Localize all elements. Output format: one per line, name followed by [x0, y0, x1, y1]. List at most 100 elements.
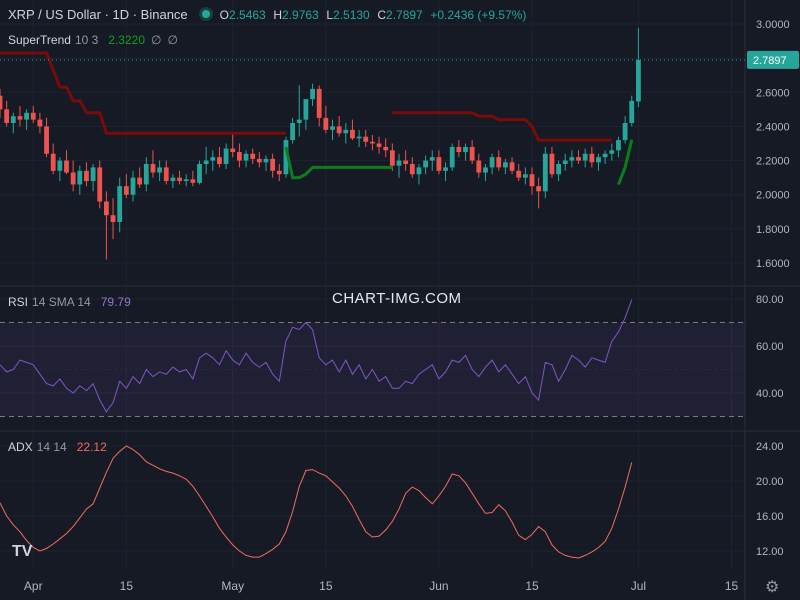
supertrend-down-line [392, 111, 612, 142]
open-label: O [219, 8, 230, 22]
candle-body [223, 148, 229, 164]
candle-body [183, 179, 189, 182]
candle-body [4, 109, 10, 124]
price-tick-label: 2.2000 [756, 156, 790, 168]
candle-body [370, 141, 375, 144]
price-tick-label: 1.6000 [756, 258, 790, 270]
market-status-icon [201, 10, 210, 18]
candle-body [423, 160, 428, 168]
candle-body [556, 163, 561, 175]
candle-body [37, 119, 43, 127]
candle-body [283, 140, 289, 175]
candle-body [316, 88, 322, 118]
candle-body [270, 158, 276, 171]
candle-body [469, 146, 475, 161]
candle-body [636, 59, 641, 102]
adx-legend[interactable]: ADX 14 14 22.12 [8, 440, 107, 454]
candle-body [449, 146, 455, 168]
candle-body [117, 186, 123, 223]
candle-body [310, 88, 315, 100]
candle-body [443, 167, 448, 171]
candle-body [363, 136, 369, 142]
rsi-name: RSI [8, 295, 29, 309]
candle-body [602, 153, 608, 158]
gear-icon[interactable]: ⚙ [765, 579, 780, 596]
candle-body [17, 116, 23, 120]
candle-body [376, 143, 382, 147]
candle-body [503, 162, 508, 168]
candle-body [562, 160, 568, 164]
candle-body [70, 172, 76, 185]
candle-body [203, 160, 209, 164]
candle-body [190, 179, 196, 183]
candle-body [177, 177, 182, 182]
candle-body [476, 160, 482, 173]
supertrend-name: SuperTrend [8, 33, 71, 47]
candle-body [576, 157, 581, 161]
rsi-params: 14 SMA 14 [32, 295, 91, 309]
x-tick-label: Jun [429, 579, 448, 593]
candle-body [383, 146, 389, 151]
candle-body [170, 177, 176, 182]
candle-body [529, 174, 535, 187]
price-tick-label: 2.4000 [756, 121, 790, 133]
supertrend-params: 10 3 [74, 33, 99, 47]
low-label: L [326, 8, 334, 22]
candle-body [44, 126, 49, 154]
candle-body [143, 163, 149, 185]
price-tick-label: 2.0000 [756, 190, 790, 202]
candle-body [542, 153, 548, 192]
candles-layer [0, 28, 641, 260]
candle-body [57, 160, 63, 171]
supertrend-up-line [284, 146, 393, 180]
candle-body [210, 157, 216, 161]
candle-body [123, 186, 129, 195]
candle-body [389, 150, 395, 166]
candle-body [110, 215, 116, 223]
rsi-tick-label: 60.00 [756, 341, 784, 353]
candle-body [622, 123, 628, 141]
adx-tick-label: 24.00 [756, 441, 784, 453]
adx-tick-label: 20.00 [756, 476, 784, 488]
symbol-title[interactable]: XRP / US Dollar · 1D · Binance [8, 7, 188, 22]
candle-body [130, 177, 136, 195]
x-tick-label: 15 [725, 579, 739, 593]
candle-body [509, 162, 515, 171]
adx-name: ADX [8, 440, 33, 454]
candle-body [403, 160, 409, 164]
price-tick-label: 2.6000 [756, 87, 790, 99]
candle-body [150, 163, 156, 173]
candle-body [10, 116, 16, 124]
x-tick-label: May [221, 579, 244, 593]
candle-body [77, 170, 83, 185]
x-tick-label: 15 [525, 579, 539, 593]
rsi-tick-label: 80.00 [756, 294, 784, 306]
x-tick-label: 15 [120, 579, 134, 593]
tradingview-logo-icon[interactable]: TV [12, 543, 33, 560]
candle-body [416, 167, 422, 175]
adx-tick-label: 12.00 [756, 546, 784, 558]
candle-body [50, 153, 56, 171]
close-label: C [377, 8, 387, 22]
open-value: 2.5463 [229, 8, 266, 22]
candle-body [64, 160, 69, 173]
candle-body [596, 157, 601, 163]
candle-body [163, 167, 169, 182]
candle-body [609, 150, 615, 154]
supertrend-empty-1: ∅ [151, 33, 162, 47]
last-price-badge [747, 50, 799, 69]
candle-body [616, 140, 621, 151]
candle-body [569, 157, 575, 161]
rsi-legend[interactable]: RSI 14 SMA 14 79.79 [8, 295, 131, 309]
supertrend-legend[interactable]: SuperTrend 10 3 2.3220 ∅ ∅ [8, 33, 178, 47]
candle-body [197, 163, 202, 183]
candle-body [323, 117, 329, 130]
symbol-header: XRP / US Dollar · 1D · Binance O2.5463 H2… [8, 7, 530, 22]
candle-body [217, 157, 222, 164]
candle-body [343, 129, 349, 134]
candle-body [489, 157, 495, 168]
candle-body [250, 153, 256, 159]
rsi-line [0, 299, 633, 413]
